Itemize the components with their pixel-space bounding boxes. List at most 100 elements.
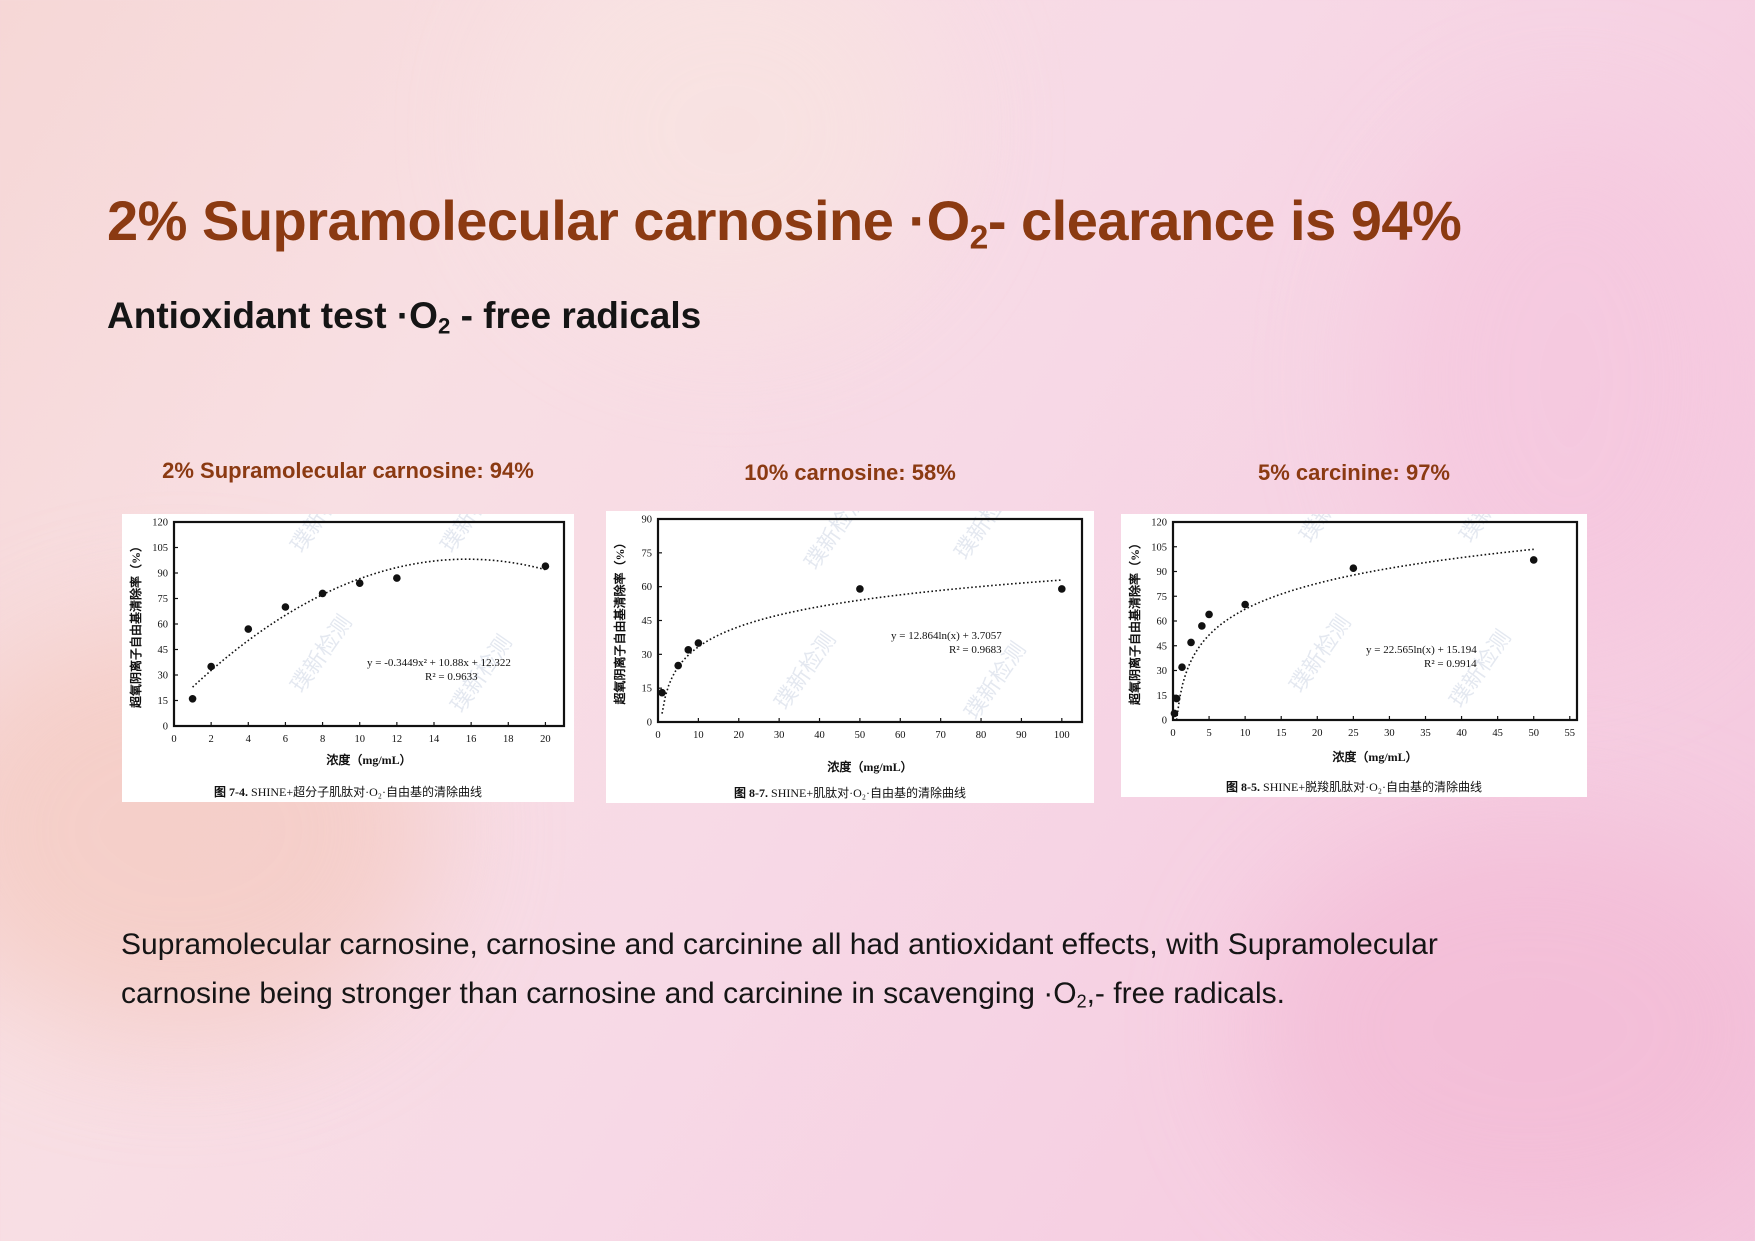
chart-3-r-squared: R² = 0.9914 (1424, 658, 1477, 670)
chart-1-data-point (318, 589, 327, 598)
chart-3-data-point (1187, 638, 1195, 647)
chart-3-fit-line (1175, 548, 1534, 721)
chart-2-x-tick-label: 90 (1016, 730, 1027, 741)
chart-1-fit-line (192, 558, 546, 688)
chart-2-panel: 璞新检测 璞新检测 璞新检测 璞新检测 0 15 30 45 60 75 90 0 10 20 30 40 50… (606, 511, 1094, 803)
chart-2-watermark: 璞新检测 (770, 627, 841, 713)
conclusion-text: Supramolecular carnosine, carnosine and … (121, 920, 1601, 1027)
chart-3-y-axis-label: 超氧阴离子自由基清除率（%） (1127, 537, 1142, 706)
chart-2-x-tick-label: 60 (895, 730, 906, 741)
chart-2-y-tick-label: 75 (642, 548, 653, 559)
chart-1-x-tick-label: 12 (392, 734, 403, 745)
chart-2-x-tick-label: 50 (855, 730, 866, 741)
chart-1-data-point (244, 625, 253, 633)
chart-1-x-tick-label: 6 (283, 734, 288, 745)
chart-1-x-tick-label: 4 (246, 734, 252, 745)
chart-3-data-point (1172, 694, 1181, 703)
chart-3-x-tick-label: 5 (1206, 728, 1211, 739)
chart-1-data-point (355, 579, 364, 587)
chart-3-data-point (1170, 709, 1179, 718)
chart-2-x-tick-label: 40 (814, 730, 825, 741)
chart-3-x-tick-label: 45 (1492, 728, 1503, 739)
chart-3-caption-figure: 图 8-5. (1226, 780, 1260, 794)
chart-3-caption: 图 8-5. SHINE+脱羧肌肽对·O₂·自由基的清除曲线 (1226, 779, 1482, 794)
chart-3-y-tick-label: 45 (1157, 641, 1168, 652)
chart-3-watermark: 璞新检测 (1295, 514, 1366, 547)
chart-3-y-tick-label: 90 (1157, 567, 1168, 578)
chart-3-y-tick-label: 30 (1157, 666, 1168, 677)
chart-2-x-tick-label: 100 (1054, 730, 1070, 741)
chart-1-y-tick-label: 15 (158, 696, 169, 707)
chart-2-r-squared: R² = 0.9683 (949, 644, 1002, 656)
chart-2-data-point (684, 646, 693, 654)
chart-1-panel: 璞新检测璞新检测璞新检测璞新检测015304560759010512002468… (122, 514, 574, 802)
chart-3-y-tick-label: 0 (1162, 716, 1167, 727)
chart-3-svg: 璞新检测璞新检测璞新检测璞新检测015304560759010512005101… (1127, 514, 1579, 794)
chart-2-x-tick-label: 70 (935, 730, 946, 741)
chart-3-data-point (1198, 622, 1206, 630)
chart-2-fit-line (661, 579, 1062, 714)
chart-1-data-point (541, 562, 550, 570)
chart-2-x-axis-label: 浓度（mg/mL） (827, 759, 912, 774)
chart-2-y-tick-label: 60 (642, 582, 653, 593)
page-subtitle: Antioxidant test ·O2 - free radicals (107, 295, 702, 339)
chart-2-data-point (674, 661, 682, 670)
chart-1-data-point (281, 603, 290, 611)
chart-1-watermark: 璞新检测 (286, 514, 357, 557)
chart-3-data-point (1178, 663, 1186, 671)
page-title: 2% Supramolecular carnosine ·O2- clearan… (107, 189, 1462, 257)
chart-3-y-tick-label: 15 (1157, 691, 1168, 702)
chart-2-y-tick-label: 15 (642, 684, 653, 695)
chart-3-y-tick-label: 120 (1151, 518, 1167, 529)
chart-3-watermark: 璞新检测 (1455, 514, 1526, 547)
chart-2-x-tick-label: 10 (693, 730, 704, 741)
chart-2-x-tick-label: 30 (774, 730, 785, 741)
chart-1-y-tick-label: 45 (158, 645, 169, 656)
chart-3-x-tick-label: 40 (1456, 728, 1467, 739)
chart-2-watermark: 璞新检测 (800, 511, 871, 574)
chart-2-data-point (856, 585, 864, 593)
chart-2-y-tick-label: 30 (642, 650, 653, 661)
chart-3-equation: y = 22.565ln(x) + 15.194 (1366, 644, 1477, 656)
chart-3-data-point (1241, 600, 1249, 609)
chart-1-y-tick-label: 120 (152, 518, 168, 529)
chart-1-y-tick-label: 90 (158, 569, 169, 580)
chart-1-caption-text: SHINE+超分子肌肽对·O₂·自由基的清除曲线 (248, 784, 482, 799)
chart-3-y-tick-label: 105 (1151, 542, 1167, 553)
chart-2-x-tick-label: 80 (976, 730, 987, 741)
chart-3-x-tick-label: 35 (1420, 728, 1431, 739)
conclusion-line-1: Supramolecular carnosine, carnosine and … (121, 928, 1438, 961)
chart-1-x-tick-label: 16 (466, 734, 477, 745)
chart-1-x-tick-label: 0 (171, 734, 176, 745)
chart-3-data-point (1349, 564, 1358, 572)
chart-2-y-tick-label: 45 (642, 616, 653, 627)
chart-1-watermark: 璞新检测 (436, 514, 507, 557)
chart-3-data-point (1529, 556, 1538, 564)
chart-1-y-tick-label: 60 (158, 620, 169, 631)
chart-3-x-tick-label: 55 (1565, 728, 1576, 739)
chart-1-x-tick-label: 8 (320, 734, 325, 745)
chart-3-caption-text: SHINE+脱羧肌肽对·O₂·自由基的清除曲线 (1260, 779, 1482, 794)
chart-3-x-tick-label: 20 (1312, 728, 1323, 739)
chart-1-x-tick-label: 18 (503, 734, 514, 745)
chart-1-y-tick-label: 0 (163, 722, 168, 733)
chart-1-x-tick-label: 20 (540, 734, 551, 745)
chart-1-data-point (393, 574, 401, 582)
chart-3-x-tick-label: 15 (1276, 728, 1287, 739)
chart-1-x-tick-label: 10 (354, 734, 365, 745)
chart-2-data-point (1058, 585, 1066, 593)
chart-2-caption-text: SHINE+肌肽对·O₂·自由基的清除曲线 (768, 785, 966, 800)
chart-3-watermark: 璞新检测 (1285, 610, 1356, 696)
chart-3-x-tick-label: 50 (1528, 728, 1539, 739)
chart-1-equation: y = -0.3449x² + 10.88x + 12.322 (367, 657, 511, 669)
chart-3-x-axis-label: 浓度（mg/mL） (1332, 749, 1417, 764)
chart-2-plot-frame (656, 517, 1084, 724)
chart-1-y-tick-label: 75 (158, 594, 169, 605)
chart-3-y-tick-label: 60 (1157, 617, 1168, 628)
chart-2-equation: y = 12.864ln(x) + 3.7057 (891, 630, 1002, 642)
chart-1-caption: 图 7-4. SHINE+超分子肌肽对·O₂·自由基的清除曲线 (214, 784, 482, 799)
chart-3-panel: 璞新检测璞新检测璞新检测璞新检测015304560759010512005101… (1121, 514, 1587, 797)
chart-2-caption: 图 8-7. SHINE+肌肽对·O₂·自由基的清除曲线 (734, 785, 966, 800)
chart-2-data-point (694, 639, 703, 647)
